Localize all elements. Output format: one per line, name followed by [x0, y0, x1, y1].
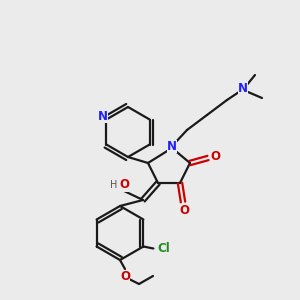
Text: N: N	[238, 82, 248, 94]
Text: H: H	[110, 180, 118, 190]
Text: Cl: Cl	[157, 242, 170, 255]
Text: O: O	[210, 149, 220, 163]
Text: N: N	[98, 110, 108, 123]
Text: O: O	[120, 269, 130, 283]
Text: N: N	[167, 140, 177, 152]
Text: O: O	[119, 178, 129, 191]
Text: O: O	[179, 205, 189, 218]
